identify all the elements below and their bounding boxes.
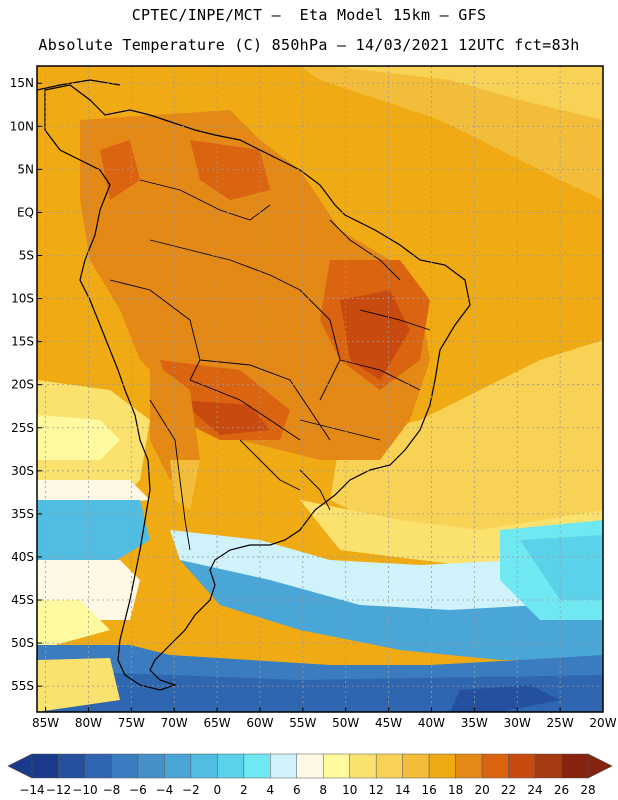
title-line-1: CPTEC/INPE/MCT – Eta Model 15km – GFS [131,6,487,24]
latitude-labels: 15N 10N 5N EQ 5S 10S 15S 20S 25S 30S 35S 40S 45S 50S 5… [10,76,34,693]
colorbar-under-arrow [7,753,33,779]
colorbar-label: 4 [266,783,274,797]
longitude-labels: 85W 80W 75W 70W 65W 60W 55W 50W 45W 40W 35W 30W 25W 2… [32,716,617,730]
colorbar-label: 2 [240,783,248,797]
lon-label: 65W [204,716,231,730]
lon-label: 45W [375,716,402,730]
lon-label: 85W [32,716,59,730]
lon-label: 70W [161,716,188,730]
lon-label: 50W [332,716,359,730]
lat-label: 45S [11,593,34,607]
colorbar-label: 10 [342,783,357,797]
colorbar-label: −8 [103,783,121,797]
colorbar-swatch [31,753,59,779]
lat-label: 25S [11,421,34,435]
title-line-2: Absolute Temperature (C) 850hPa – 14/03/… [38,36,580,54]
map-frame [36,65,604,713]
graticule [37,66,604,712]
lon-label: 20W [589,716,616,730]
lat-label: 50S [11,636,34,650]
colorbar-swatch [508,753,536,779]
lon-label: 40W [418,716,445,730]
colorbar-swatch [349,753,377,779]
lat-label: 10S [11,292,34,306]
colorbar-label: 0 [214,783,222,797]
lat-label: 15N [10,76,34,90]
colorbar-label: 18 [448,783,463,797]
temperature-map: 15N 10N 5N EQ 5S 10S 15S 20S 25S 30S 35S 40S 45S 50S 5… [10,65,617,730]
colorbar-swatch [270,753,298,779]
lat-label: 5S [19,248,34,262]
colorbar-label: −12 [46,783,71,797]
lon-label: 80W [75,716,102,730]
colorbar-swatch [164,753,192,779]
colorbar: −14 −12 −10 −8 −6 −4 −2 0 2 4 6 8 10 12 14 16 18 20 22 24 26… [7,753,613,797]
colorbar-swatch [243,753,271,779]
country-borders [109,179,431,551]
lon-label: 25W [547,716,574,730]
colorbar-label: 20 [474,783,489,797]
colorbar-swatch [481,753,509,779]
lat-label: 40S [11,550,34,564]
lat-label: 5N [17,162,34,176]
colorbar-swatch [534,753,562,779]
colorbar-swatch [190,753,218,779]
colorbar-swatch [402,753,430,779]
colorbar-swatch [428,753,456,779]
colorbar-swatch [111,753,139,779]
colorbar-swatch [455,753,483,779]
colorbar-label: −10 [72,783,97,797]
lon-label: 55W [289,716,316,730]
colorbar-label: 26 [554,783,569,797]
lat-label: 10N [10,119,34,133]
lon-label: 35W [461,716,488,730]
colorbar-label: 28 [580,783,595,797]
colorbar-over-arrow [587,753,613,779]
colorbar-swatch [296,753,324,779]
lat-label: 20S [11,378,34,392]
colorbar-label: 16 [422,783,437,797]
lon-label: 30W [504,716,531,730]
temperature-field [37,66,603,712]
colorbar-label: −2 [182,783,200,797]
colorbar-swatch [217,753,245,779]
colorbar-swatch [322,753,350,779]
colorbar-swatch [84,753,112,779]
colorbar-label: 22 [501,783,516,797]
colorbar-label: 24 [527,783,542,797]
colorbar-label: 6 [293,783,301,797]
colorbar-swatch [375,753,403,779]
colorbar-label: −14 [19,783,44,797]
lat-label: EQ [17,205,34,219]
colorbar-label: −6 [129,783,147,797]
colorbar-label: 14 [395,783,410,797]
lat-label: 15S [11,335,34,349]
colorbar-swatch [58,753,86,779]
lon-label: 60W [246,716,273,730]
colorbar-label: 12 [369,783,384,797]
lon-label: 75W [118,716,145,730]
coastline [36,79,471,691]
colorbar-label: 8 [319,783,327,797]
colorbar-swatch [561,753,589,779]
lat-label: 55S [11,679,34,693]
lat-label: 30S [11,464,34,478]
colorbar-swatch [137,753,165,779]
lat-label: 35S [11,507,34,521]
colorbar-label: −4 [156,783,174,797]
